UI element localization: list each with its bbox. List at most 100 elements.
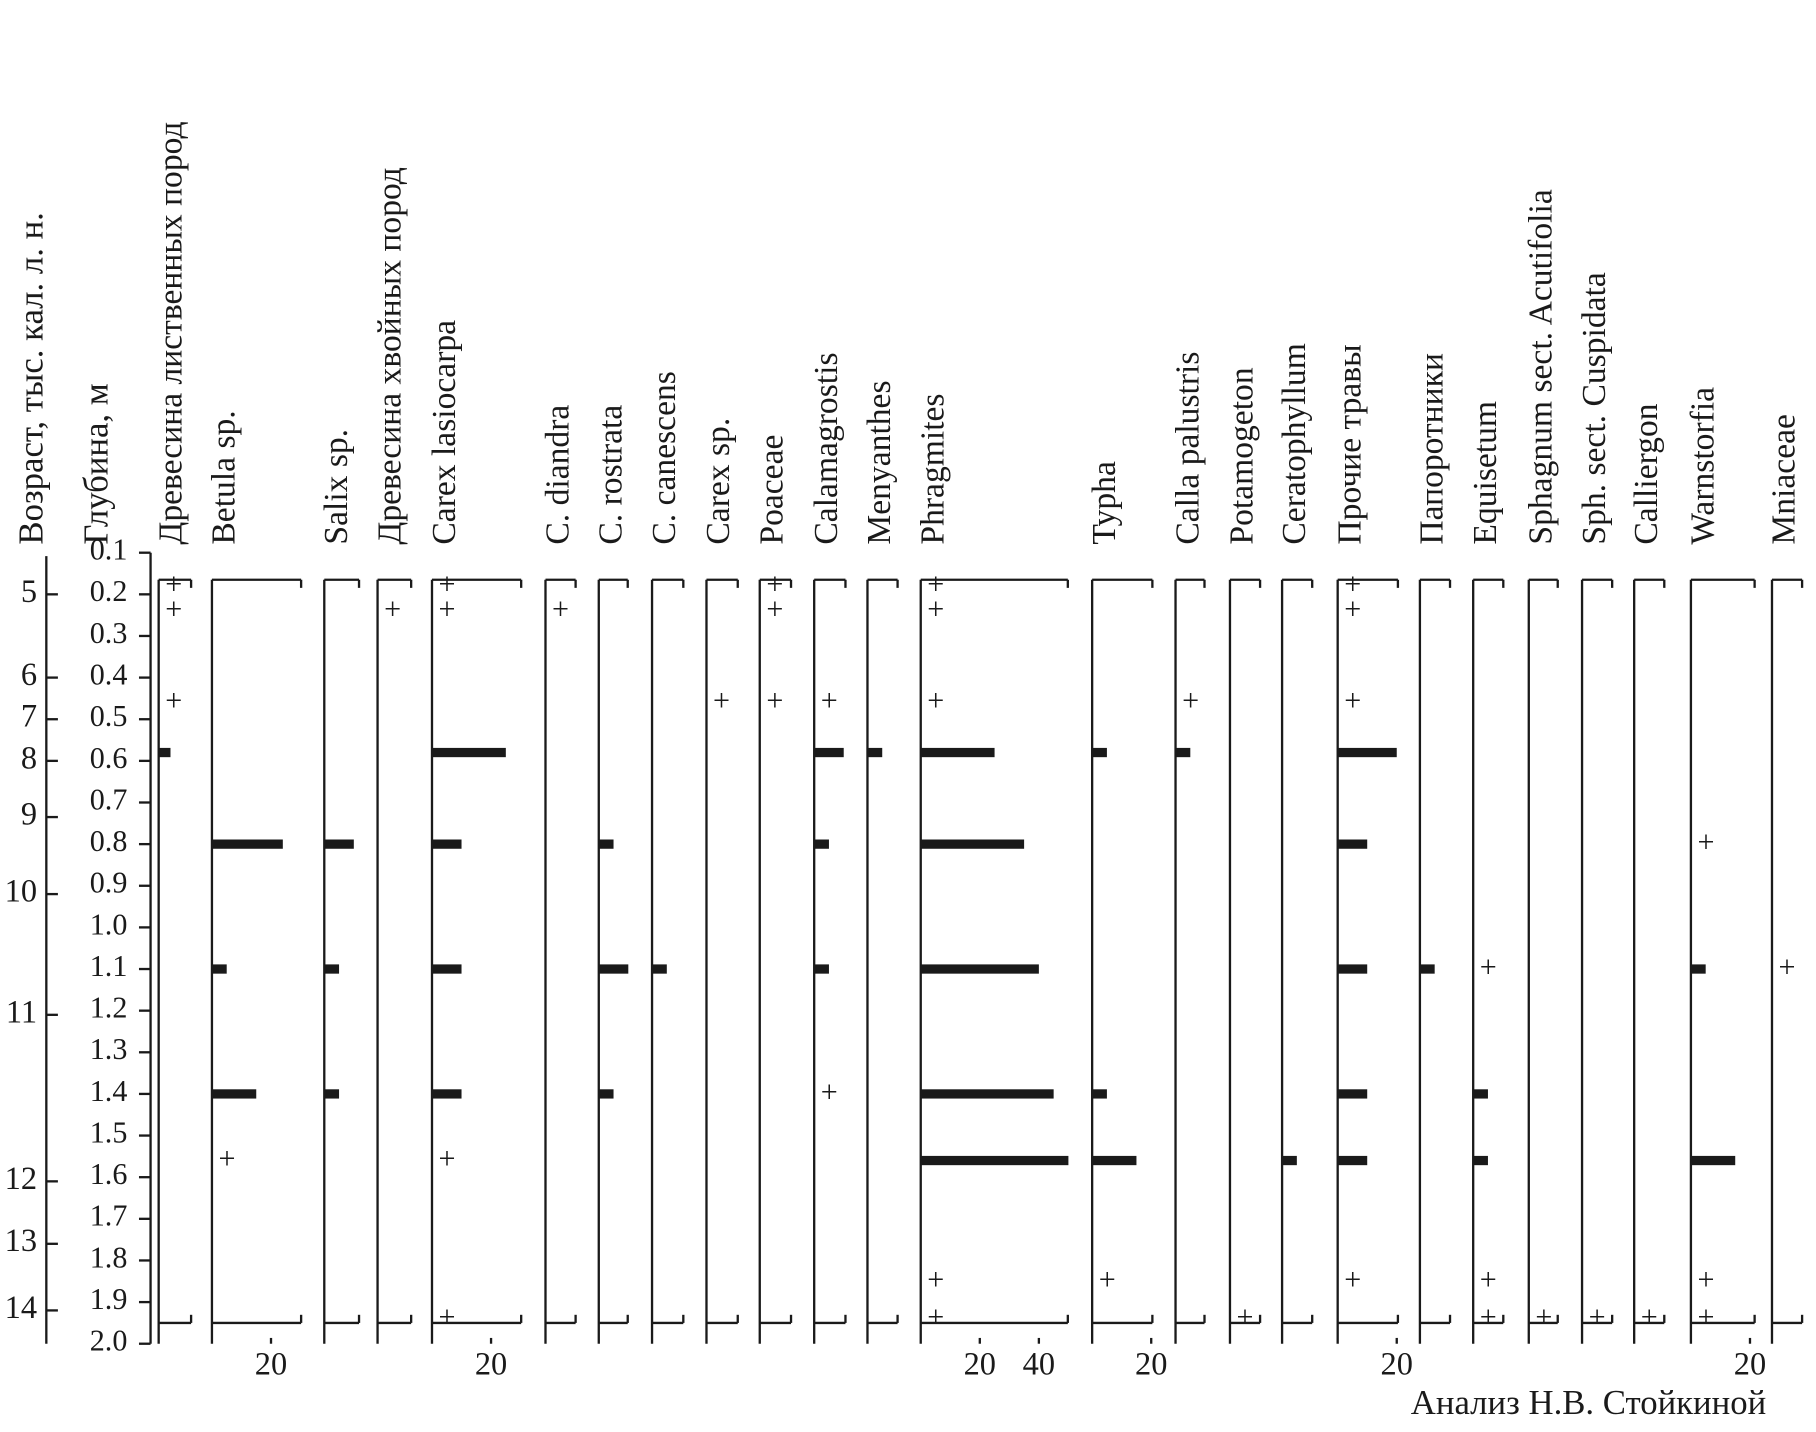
age-tick-label: 12 bbox=[5, 1161, 37, 1197]
taxon-label: Calla palustris bbox=[1169, 352, 1206, 545]
presence-mark: + bbox=[927, 567, 944, 601]
depth-tick-label: 0.4 bbox=[90, 658, 128, 692]
depth-title: Глубина, м bbox=[77, 383, 116, 544]
abundance-bar bbox=[1175, 747, 1191, 758]
presence-mark: + bbox=[165, 684, 182, 718]
taxon-label: Betula sp. bbox=[206, 410, 243, 544]
abundance-bar bbox=[920, 964, 1039, 974]
presence-mark: + bbox=[927, 684, 944, 718]
abundance-bar bbox=[1473, 1089, 1488, 1099]
taxon-label: Salix sp. bbox=[318, 429, 355, 545]
presence-mark: + bbox=[1344, 684, 1361, 718]
depth-tick-label: 1.1 bbox=[90, 949, 128, 983]
abundance-bar bbox=[920, 747, 995, 758]
taxon-label: Calamagrostis bbox=[808, 352, 845, 544]
abundance-bar bbox=[814, 964, 829, 974]
taxon-label: Menyanthes bbox=[861, 380, 898, 544]
abundance-bar bbox=[1282, 1155, 1297, 1166]
abundance-bar bbox=[652, 964, 667, 974]
age-tick-label: 8 bbox=[21, 740, 37, 776]
depth-tick-label: 1.4 bbox=[90, 1074, 128, 1108]
presence-mark: + bbox=[384, 592, 401, 626]
presence-mark: + bbox=[821, 1075, 838, 1109]
abundance-bar bbox=[1337, 747, 1397, 758]
presence-mark: + bbox=[927, 1262, 944, 1296]
presence-mark: + bbox=[1641, 1300, 1658, 1334]
abundance-bar bbox=[1337, 1089, 1368, 1099]
age-tick-label: 14 bbox=[5, 1290, 37, 1326]
presence-mark: + bbox=[1697, 1262, 1714, 1296]
presence-mark: + bbox=[1589, 1300, 1606, 1334]
presence-mark: + bbox=[439, 1300, 456, 1334]
depth-tick-label: 0.1 bbox=[90, 533, 128, 567]
abundance-bar bbox=[1092, 1089, 1107, 1099]
presence-mark: + bbox=[165, 592, 182, 626]
depth-tick-label: 0.9 bbox=[90, 866, 128, 900]
abundance-bar bbox=[1419, 964, 1435, 974]
presence-mark: + bbox=[1480, 1300, 1497, 1334]
presence-mark: + bbox=[219, 1142, 236, 1176]
abundance-bar bbox=[867, 747, 883, 758]
taxon-label: Warnstorfia bbox=[1685, 387, 1722, 545]
age-tick-label: 6 bbox=[21, 657, 37, 693]
depth-tick-label: 0.8 bbox=[90, 824, 128, 858]
depth-tick-label: 1.5 bbox=[90, 1115, 128, 1149]
abundance-bar bbox=[1337, 964, 1368, 974]
abundance-bar bbox=[158, 747, 171, 758]
depth-tick-label: 1.7 bbox=[90, 1199, 128, 1233]
abundance-bar bbox=[920, 1155, 1069, 1166]
taxon-label: Sphagnum sect. Acutifolia bbox=[1523, 189, 1560, 544]
abundance-bar bbox=[1690, 964, 1706, 974]
presence-mark: + bbox=[766, 684, 783, 718]
taxon-label: Прочие травы bbox=[1331, 344, 1368, 544]
presence-mark: + bbox=[439, 567, 456, 601]
taxon-label: Phragmites bbox=[914, 393, 951, 544]
presence-mark: + bbox=[439, 592, 456, 626]
x-tick-label: 20 bbox=[1135, 1346, 1167, 1382]
taxon-label: C. canescens bbox=[646, 371, 683, 544]
abundance-bar bbox=[431, 964, 462, 974]
presence-mark: + bbox=[1697, 825, 1714, 859]
age-title: Возраст, тыс. кал. л. н. bbox=[12, 212, 51, 544]
depth-tick-label: 0.5 bbox=[90, 699, 128, 733]
taxon-label: Папоротники bbox=[1414, 353, 1451, 545]
abundance-bar bbox=[920, 1089, 1054, 1099]
taxon-label: Древесина хвойных пород bbox=[371, 167, 408, 544]
age-tick-label: 9 bbox=[21, 797, 37, 833]
abundance-bar bbox=[598, 964, 629, 974]
presence-mark: + bbox=[713, 684, 730, 718]
depth-tick-label: 0.6 bbox=[90, 741, 128, 775]
presence-mark: + bbox=[766, 592, 783, 626]
depth-tick-label: 1.2 bbox=[90, 991, 128, 1025]
abundance-bar bbox=[324, 964, 340, 974]
taxon-label: Calliergon bbox=[1628, 403, 1665, 544]
taxon-label: Poaceae bbox=[754, 435, 791, 545]
abundance-bar bbox=[431, 1089, 462, 1099]
x-tick-label: 20 bbox=[1381, 1346, 1413, 1382]
presence-mark: + bbox=[1535, 1300, 1552, 1334]
taxon-label: Sph. sect. Cuspidata bbox=[1576, 272, 1613, 544]
abundance-bar bbox=[1092, 747, 1107, 758]
depth-tick-label: 1.8 bbox=[90, 1240, 128, 1274]
abundance-bar bbox=[431, 839, 462, 849]
taxon-label: Typha bbox=[1086, 461, 1123, 545]
abundance-bar bbox=[1690, 1155, 1736, 1166]
x-tick-label: 20 bbox=[1734, 1346, 1766, 1382]
abundance-bar bbox=[324, 839, 354, 849]
presence-mark: + bbox=[1480, 950, 1497, 984]
presence-mark: + bbox=[1344, 567, 1361, 601]
abundance-bar bbox=[211, 964, 227, 974]
credit: Анализ Н.В. Стойкиной bbox=[1411, 1383, 1766, 1422]
abundance-bar bbox=[598, 839, 614, 849]
x-tick-label: 20 bbox=[475, 1346, 507, 1382]
taxon-label: Carex lasiocarpa bbox=[426, 320, 463, 545]
presence-mark: + bbox=[766, 567, 783, 601]
presence-mark: + bbox=[1697, 1300, 1714, 1334]
taxon-label: Древесина лиственных пород bbox=[152, 121, 189, 544]
x-tick-label: 20 bbox=[255, 1346, 287, 1382]
taxon-label: C. diandra bbox=[539, 405, 576, 545]
depth-tick-label: 0.2 bbox=[90, 574, 128, 608]
depth-tick-label: 0.3 bbox=[90, 616, 128, 650]
presence-mark: + bbox=[1344, 1262, 1361, 1296]
